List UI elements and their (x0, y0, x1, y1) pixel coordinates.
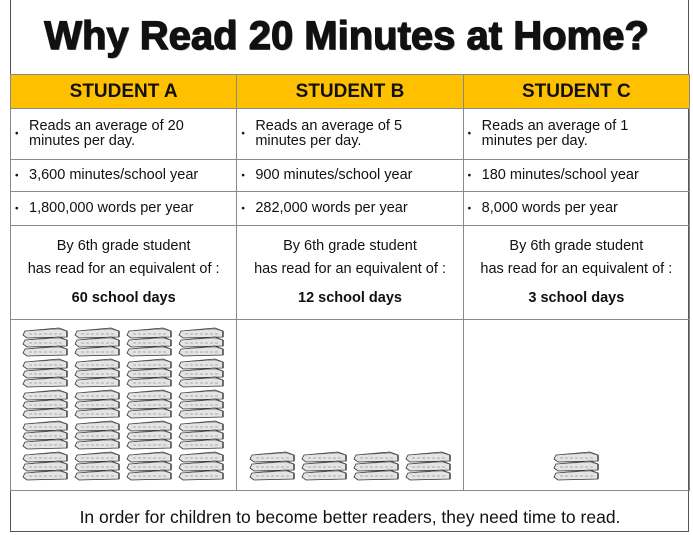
book-stack-icon (175, 451, 227, 482)
summary-student-b: By 6th grade student has read for an equi… (236, 225, 464, 320)
book-stack-icon (123, 327, 175, 358)
book-stack-icon (175, 327, 227, 358)
school-days: 3 school days (528, 290, 625, 306)
book-stack-icon (71, 451, 123, 482)
avg-student-c: Reads an average of 1 minutes per day. (462, 108, 691, 160)
summary-line1: By 6th grade student (283, 238, 417, 254)
books-student-c (462, 319, 691, 491)
summary-student-c: By 6th grade student has read for an equi… (462, 225, 691, 320)
book-stack-icon (298, 451, 350, 482)
header-student-c: STUDENT C (462, 74, 691, 109)
book-stack-icon (246, 451, 298, 482)
book-stack-icon (71, 389, 123, 420)
minutes-student-a: 3,600 minutes/school year (9, 159, 238, 192)
summary-line2: has read for an equivalent of : (480, 261, 673, 277)
school-days: 60 school days (71, 290, 176, 306)
summary-line1: By 6th grade student (509, 238, 644, 254)
book-stack-icon (71, 327, 123, 358)
book-stack-icon (123, 420, 175, 451)
book-stack-icon (19, 358, 71, 389)
summary-student-a: By 6th grade student has read for an equi… (9, 225, 238, 320)
avg-student-b: Reads an average of 5 minutes per day. (236, 108, 464, 160)
words-student-c: 8,000 words per year (462, 191, 691, 226)
book-stack-icon (550, 451, 602, 482)
avg-student-a: Reads an average of 20 minutes per day. (9, 108, 238, 160)
book-stack-icon (123, 389, 175, 420)
summary-line1: By 6th grade student (56, 238, 191, 254)
book-stack-icon (19, 327, 71, 358)
header-student-b: STUDENT B (236, 74, 464, 109)
minutes-student-b: 900 minutes/school year (236, 159, 464, 192)
summary-line2: has read for an equivalent of : (254, 261, 446, 277)
books-student-a (9, 319, 238, 491)
footer-message: In order for children to become better r… (79, 507, 621, 527)
school-days: 12 school days (298, 290, 402, 306)
words-student-a: 1,800,000 words per year (9, 191, 238, 226)
book-stack-icon (350, 451, 402, 482)
book-stack-icon (402, 451, 454, 482)
page-title: Why Read 20 Minutes at Home? (44, 13, 650, 58)
words-student-b: 282,000 words per year (236, 191, 464, 226)
book-stack-icon (175, 420, 227, 451)
book-stack-icon (71, 358, 123, 389)
book-stack-icon (19, 389, 71, 420)
book-stack-icon (71, 420, 123, 451)
books-student-b (236, 319, 464, 491)
book-stack-icon (19, 420, 71, 451)
book-stack-icon (123, 451, 175, 482)
header-student-a: STUDENT A (9, 74, 238, 109)
book-stack-icon (175, 358, 227, 389)
book-stack-icon (123, 358, 175, 389)
book-stack-icon (175, 389, 227, 420)
comparison-table: STUDENT A STUDENT B STUDENT C Reads an a… (9, 74, 691, 491)
summary-line2: has read for an equivalent of : (27, 261, 220, 277)
minutes-student-c: 180 minutes/school year (462, 159, 691, 192)
book-stack-icon (19, 451, 71, 482)
